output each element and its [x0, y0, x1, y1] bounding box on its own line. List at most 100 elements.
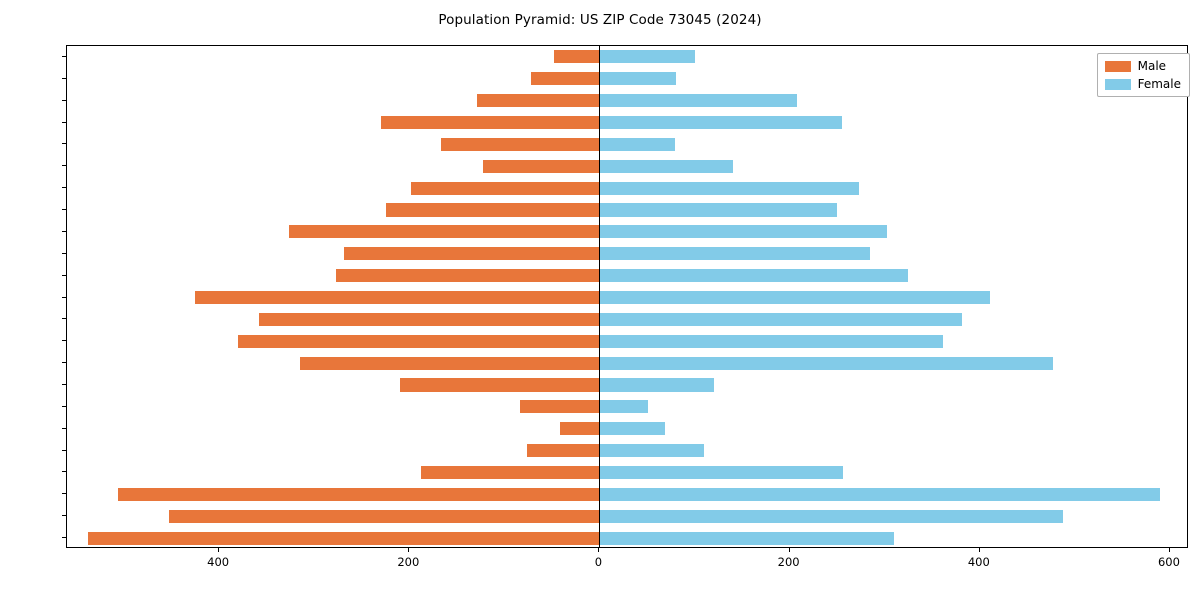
bar-row	[67, 203, 1187, 217]
bar-male	[411, 181, 600, 195]
y-axis-tick-mark	[62, 383, 66, 385]
x-axis-tick-label: 200	[777, 555, 800, 569]
bar-female	[599, 356, 1054, 370]
bar-female	[599, 137, 675, 151]
bar-male	[168, 509, 600, 523]
y-axis-tick-mark	[62, 230, 66, 232]
x-axis-tick-mark	[788, 548, 790, 552]
bar-male	[386, 203, 600, 217]
bar-female	[599, 378, 714, 392]
y-axis-tick-mark	[62, 449, 66, 451]
bar-female	[599, 50, 695, 64]
x-axis-tick-mark	[218, 548, 220, 552]
bar-female	[599, 290, 991, 305]
x-axis-tick-label: 400	[967, 555, 990, 569]
bar-male	[288, 225, 600, 239]
bar-row	[67, 181, 1187, 195]
bar-male	[87, 531, 600, 545]
y-axis-tick-mark	[62, 252, 66, 254]
bar-male	[343, 247, 600, 261]
bar-male	[559, 422, 600, 436]
bar-female	[599, 334, 943, 348]
bar-row	[67, 269, 1187, 283]
bar-male	[299, 356, 600, 370]
bars-layer	[67, 46, 1187, 547]
bar-male	[527, 444, 600, 458]
bar-male	[380, 115, 600, 130]
x-axis-tick-label: 600	[1157, 555, 1180, 569]
bar-row	[67, 465, 1187, 479]
bar-female	[599, 181, 860, 195]
y-axis-tick-mark	[62, 209, 66, 211]
y-axis-tick-mark	[62, 537, 66, 539]
bar-female	[599, 159, 733, 173]
bar-female	[599, 225, 887, 239]
bar-female	[599, 400, 648, 414]
bar-male	[420, 465, 600, 479]
bar-female	[599, 94, 798, 108]
bar-row	[67, 444, 1187, 458]
legend-swatch	[1104, 60, 1131, 72]
bar-row	[67, 247, 1187, 261]
bar-female	[599, 247, 870, 261]
bar-male	[482, 159, 600, 173]
x-axis-tick-mark	[598, 548, 600, 552]
y-axis-tick-mark	[62, 187, 66, 189]
bar-female	[599, 203, 838, 217]
y-axis-tick-mark	[62, 274, 66, 276]
y-axis-tick-mark	[62, 362, 66, 364]
bar-row	[67, 334, 1187, 348]
bar-male	[440, 137, 600, 151]
bar-female	[599, 531, 895, 545]
y-axis-tick-mark	[62, 405, 66, 407]
y-axis-tick-mark	[62, 99, 66, 101]
y-axis-tick-mark	[62, 427, 66, 429]
x-axis-tick-mark	[1168, 548, 1170, 552]
bar-row	[67, 94, 1187, 108]
x-axis-tick-label: 200	[397, 555, 420, 569]
chart-legend: Male Female	[1096, 53, 1190, 97]
y-axis-tick-mark	[62, 143, 66, 145]
bar-row	[67, 50, 1187, 64]
bar-female	[599, 115, 842, 130]
bar-row	[67, 487, 1187, 501]
y-axis-tick-mark	[62, 77, 66, 79]
bar-row	[67, 72, 1187, 86]
bar-female	[599, 312, 962, 326]
legend-entry[interactable]: Female	[1104, 77, 1181, 91]
x-axis-tick-mark	[978, 548, 980, 552]
bar-male	[553, 50, 600, 64]
chart-title: Population Pyramid: US ZIP Code 73045 (2…	[438, 12, 762, 28]
y-axis-tick-mark	[62, 318, 66, 320]
bar-female	[599, 269, 909, 283]
bar-row	[67, 531, 1187, 545]
x-axis-tick-label: 400	[207, 555, 230, 569]
legend-swatch	[1104, 78, 1131, 90]
bar-female	[599, 444, 705, 458]
bar-row	[67, 290, 1187, 305]
y-axis-tick-mark	[62, 493, 66, 495]
x-axis-tick-mark	[408, 548, 410, 552]
bar-row	[67, 312, 1187, 326]
y-axis-tick-mark	[62, 296, 66, 298]
y-axis-tick-mark	[62, 55, 66, 57]
bar-male	[399, 378, 600, 392]
bar-row	[67, 115, 1187, 130]
bar-male	[238, 334, 600, 348]
bar-row	[67, 137, 1187, 151]
bar-male	[519, 400, 600, 414]
y-axis-tick-mark	[62, 340, 66, 342]
bar-female	[599, 465, 843, 479]
bar-row	[67, 509, 1187, 523]
x-axis-tick-label: 0	[594, 555, 603, 569]
legend-entry[interactable]: Male	[1104, 59, 1181, 73]
legend-label: Female	[1137, 77, 1181, 91]
bar-row	[67, 356, 1187, 370]
bar-row	[67, 378, 1187, 392]
bar-female	[599, 509, 1063, 523]
y-axis-tick-mark	[62, 165, 66, 167]
bar-row	[67, 159, 1187, 173]
bar-row	[67, 422, 1187, 436]
y-axis-tick-mark	[62, 471, 66, 473]
